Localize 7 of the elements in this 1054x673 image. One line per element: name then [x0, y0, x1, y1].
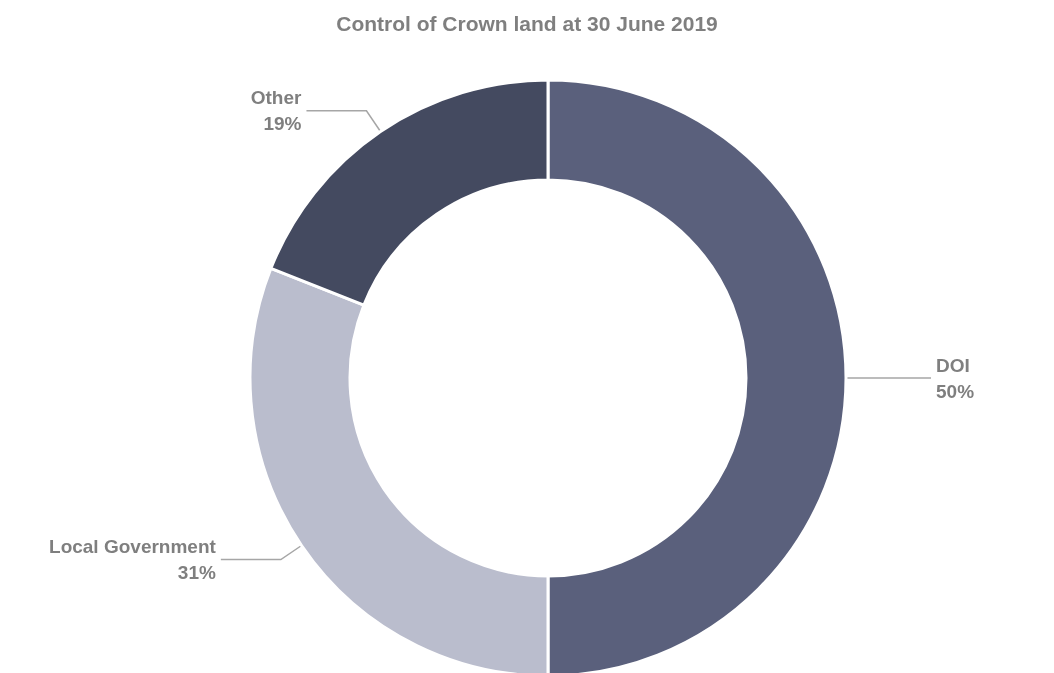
slice-label: DOI [936, 354, 970, 376]
data-label: 19% [263, 113, 302, 135]
slice-label: Local Government [49, 536, 217, 558]
data-label: 50% [936, 380, 975, 402]
slice-label: Other [250, 87, 303, 109]
data-label: 31% [177, 562, 216, 584]
chart-title: Control of Crown land at 30 June 2019 [336, 12, 718, 35]
